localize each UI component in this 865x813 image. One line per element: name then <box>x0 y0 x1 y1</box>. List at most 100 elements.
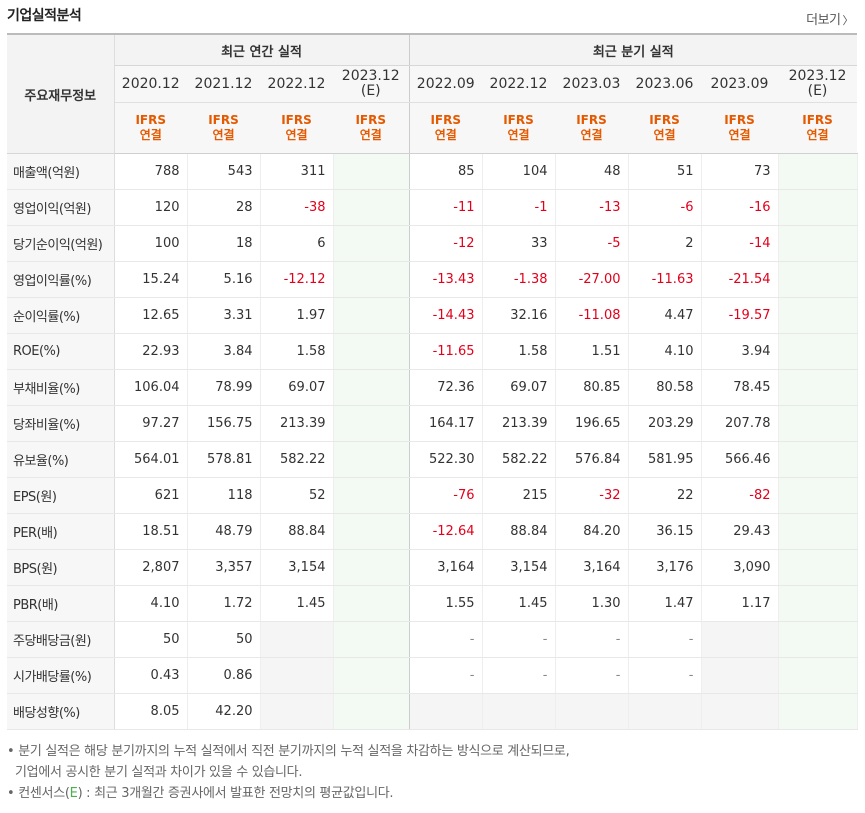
cell-value: -38 <box>260 189 334 226</box>
row-label: EPS(원) <box>7 477 115 514</box>
cell-value <box>333 297 410 334</box>
cell-value <box>333 549 410 586</box>
cell-value: 18 <box>187 225 261 262</box>
cell-value: 97.27 <box>114 405 188 442</box>
cell-value: 4.10 <box>114 585 188 622</box>
row-label: 당좌비율(%) <box>7 405 115 442</box>
cell-value: 100 <box>114 225 188 262</box>
period-header-annual-0: 2020.12 <box>114 65 187 103</box>
cell-value: 3,154 <box>260 549 334 586</box>
cell-value: 48 <box>555 153 629 190</box>
cell-value: 104 <box>482 153 556 190</box>
cell-value: 3,164 <box>409 549 483 586</box>
cell-value: - <box>628 621 702 658</box>
cell-value: 1.47 <box>628 585 702 622</box>
cell-value: 2 <box>628 225 702 262</box>
period-header-quarter-0: 2022.09 <box>409 65 482 103</box>
cell-value: 73 <box>701 153 779 190</box>
cell-value: 1.97 <box>260 297 334 334</box>
footnotes: • 분기 실적은 해당 분기까지의 누적 실적에서 직전 분기까지의 누적 실적… <box>7 741 570 804</box>
cell-value: 582.22 <box>482 441 556 478</box>
cell-value: 5.16 <box>187 261 261 298</box>
cell-value <box>333 513 410 550</box>
cell-value <box>778 261 858 298</box>
table-row: 영업이익률(%) 15.24 5.16 -12.12 -13.43 -1.38 -27.00… <box>7 261 858 298</box>
cell-value <box>778 225 858 262</box>
row-label: 영업이익(억원) <box>7 189 115 226</box>
cell-value: 4.10 <box>628 333 702 370</box>
table-row: 당기순이익(억원) 100 18 6 -12 33 -5 2 -14 <box>7 225 858 262</box>
cell-value <box>778 189 858 226</box>
period-header-quarter-1: 2022.12 <box>482 65 555 103</box>
cell-value <box>409 693 483 730</box>
cell-value: 8.05 <box>114 693 188 730</box>
row-label: PER(배) <box>7 513 115 550</box>
period-header-quarter-2: 2023.03 <box>555 65 628 103</box>
cell-value: 50 <box>114 621 188 658</box>
cell-value: -14.43 <box>409 297 483 334</box>
cell-value: -76 <box>409 477 483 514</box>
row-label: 배당성향(%) <box>7 693 115 730</box>
cell-value: 3.31 <box>187 297 261 334</box>
row-label: 매출액(억원) <box>7 153 115 190</box>
cell-value: 311 <box>260 153 334 190</box>
cell-value: 213.39 <box>260 405 334 442</box>
table-row: 부채비율(%) 106.04 78.99 69.07 72.36 69.07 80.85 80… <box>7 369 858 406</box>
cell-value: 1.45 <box>482 585 556 622</box>
row-label: 주당배당금(원) <box>7 621 115 658</box>
cell-value <box>260 621 334 658</box>
cell-value <box>628 693 702 730</box>
cell-value <box>333 369 410 406</box>
cell-value: - <box>628 657 702 694</box>
cell-value: 88.84 <box>482 513 556 550</box>
cell-value: 566.46 <box>701 441 779 478</box>
cell-value: 207.78 <box>701 405 779 442</box>
cell-value: 28 <box>187 189 261 226</box>
cell-value <box>333 621 410 658</box>
row-label: 유보율(%) <box>7 441 115 478</box>
more-link[interactable]: 더보기 〉 <box>806 9 853 28</box>
cell-value <box>778 297 858 334</box>
cell-value: -16 <box>701 189 779 226</box>
basis-label: IFRS 연결 <box>555 102 628 154</box>
table-row: 시가배당률(%) 0.43 0.86- - - - <box>7 657 858 694</box>
cell-value: -12.12 <box>260 261 334 298</box>
cell-value: 564.01 <box>114 441 188 478</box>
cell-value: 88.84 <box>260 513 334 550</box>
cell-value: 1.58 <box>260 333 334 370</box>
cell-value: 164.17 <box>409 405 483 442</box>
cell-value: 72.36 <box>409 369 483 406</box>
cell-value: -82 <box>701 477 779 514</box>
cell-value: 1.51 <box>555 333 629 370</box>
cell-value <box>333 585 410 622</box>
cell-value <box>778 369 858 406</box>
cell-value: 120 <box>114 189 188 226</box>
table-row: 영업이익(억원) 120 28 -38 -11 -1 -13 -6 -16 <box>7 189 858 226</box>
period-header-annual-2: 2022.12 <box>260 65 333 103</box>
cell-value: - <box>409 621 483 658</box>
cell-value <box>333 405 410 442</box>
period-header-quarter-5: 2023.12 (E) <box>778 65 858 103</box>
period-header-annual-3: 2023.12 (E) <box>333 65 410 103</box>
cell-value: 15.24 <box>114 261 188 298</box>
cell-value <box>333 189 410 226</box>
cell-value <box>701 657 779 694</box>
cell-value: 522.30 <box>409 441 483 478</box>
cell-value: -12.64 <box>409 513 483 550</box>
cell-value: -13 <box>555 189 629 226</box>
cell-value: 3,154 <box>482 549 556 586</box>
cell-value <box>333 693 410 730</box>
corner-label: 주요재무정보 <box>7 34 115 154</box>
cell-value: 213.39 <box>482 405 556 442</box>
cell-value <box>701 621 779 658</box>
row-label: 당기순이익(억원) <box>7 225 115 262</box>
more-label: 더보기 <box>806 13 841 28</box>
chevron-right-icon: 〉 <box>842 14 854 27</box>
cell-value: 22 <box>628 477 702 514</box>
cell-value: - <box>482 657 556 694</box>
cell-value: 3,176 <box>628 549 702 586</box>
table-row: PBR(배) 4.10 1.72 1.45 1.55 1.45 1.30 1.47 1.17 <box>7 585 858 622</box>
cell-value: 576.84 <box>555 441 629 478</box>
cell-value <box>333 153 410 190</box>
cell-value: 581.95 <box>628 441 702 478</box>
